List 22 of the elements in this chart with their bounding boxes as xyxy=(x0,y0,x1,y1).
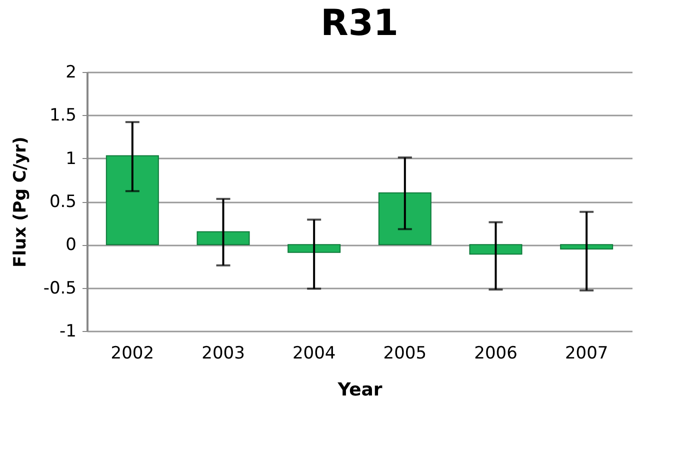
chart-title: R31 xyxy=(320,3,398,44)
x-tick-label: 2005 xyxy=(383,344,427,364)
x-tick-label: 2004 xyxy=(292,344,336,364)
bar xyxy=(469,244,522,255)
y-tick-label: 0.5 xyxy=(49,192,76,212)
y-tick-label: -1 xyxy=(60,322,76,342)
bar xyxy=(288,244,341,253)
bar xyxy=(196,231,250,246)
y-axis-title: Flux (Pg C/yr) xyxy=(10,136,30,268)
y-tick-label: 2 xyxy=(66,62,76,82)
x-tick-label: 2006 xyxy=(474,344,518,364)
y-tick-label: 1 xyxy=(66,148,76,169)
x-axis-title: Year xyxy=(336,380,382,400)
bar xyxy=(378,192,432,246)
x-tick-label: 2003 xyxy=(202,344,245,364)
x-tick-label: 2002 xyxy=(110,344,154,364)
x-tick-label: 2007 xyxy=(564,344,608,364)
bar xyxy=(106,155,159,246)
y-tick-label: 0 xyxy=(66,235,76,256)
bar xyxy=(560,244,614,250)
y-tick-label: -0.5 xyxy=(43,278,76,298)
y-tick-label: 1.5 xyxy=(49,106,76,126)
